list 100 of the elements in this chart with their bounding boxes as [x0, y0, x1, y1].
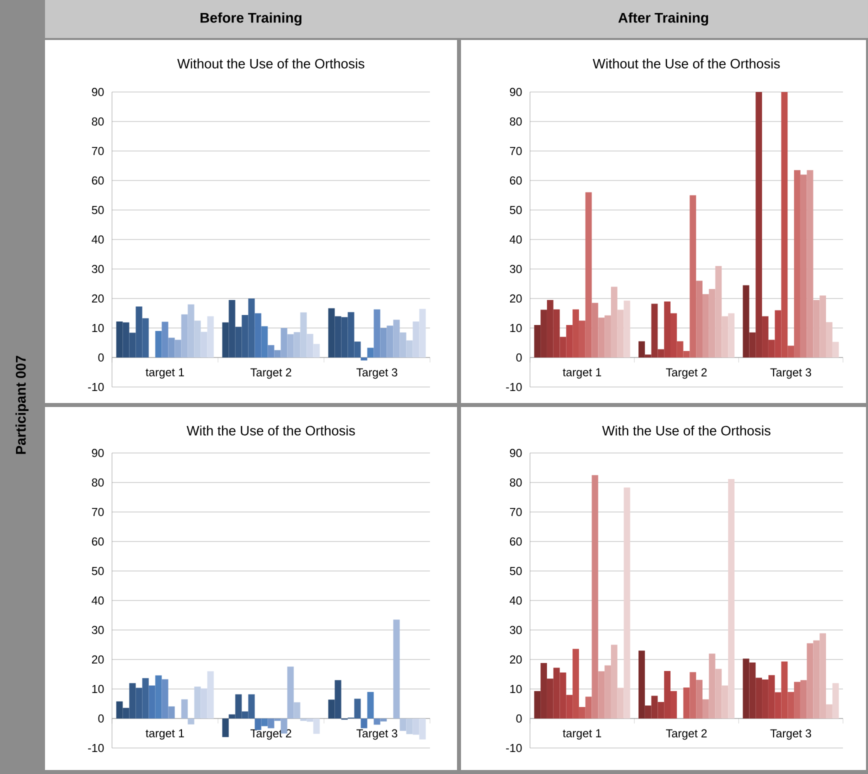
bar — [742, 658, 750, 718]
bar — [168, 706, 175, 718]
y-tick-label: 40 — [92, 235, 104, 244]
x-tick-label: target 1 — [146, 368, 184, 379]
bar — [294, 702, 300, 718]
y-tick-label: 0 — [516, 353, 522, 362]
bar — [617, 688, 624, 718]
bar — [188, 718, 194, 724]
bar — [728, 478, 734, 718]
x-tick-label: Target 2 — [666, 368, 707, 379]
bar — [604, 315, 611, 358]
y-tick-label: 20 — [510, 294, 522, 303]
y-tick-label: -10 — [88, 744, 104, 752]
y-tick-label: 40 — [510, 235, 522, 244]
y-tick-label: 70 — [510, 508, 522, 516]
bar — [722, 685, 728, 718]
bar — [638, 650, 645, 718]
bar — [690, 195, 696, 358]
bar — [393, 620, 400, 718]
bar — [287, 334, 294, 358]
bar — [380, 718, 387, 722]
y-tick-label: 50 — [92, 206, 104, 214]
bar — [820, 633, 826, 718]
x-tick-label: Target 3 — [770, 368, 812, 379]
chart-title: With the Use of the Orthosis — [186, 426, 355, 436]
y-tick-label: 50 — [510, 566, 522, 576]
x-tick-label: Target 3 — [770, 729, 812, 740]
bar — [813, 300, 820, 358]
bar — [617, 310, 624, 358]
y-tick-label: 70 — [510, 146, 522, 156]
bar — [268, 718, 274, 728]
y-tick-label: 40 — [92, 596, 104, 605]
y-tick-label: 40 — [510, 596, 522, 605]
y-tick-label: 60 — [510, 537, 522, 546]
bar — [585, 696, 592, 718]
chart-title: Without the Use of the Orthosis — [177, 58, 364, 68]
bar — [820, 296, 826, 358]
bar — [374, 309, 380, 358]
y-tick-label: 20 — [510, 655, 522, 664]
y-tick-label: 60 — [92, 537, 104, 546]
y-tick-label: 0 — [98, 714, 104, 723]
y-tick-label: -10 — [506, 744, 522, 752]
bar — [696, 680, 702, 718]
y-tick-label: 50 — [92, 566, 104, 576]
y-tick-label: 10 — [510, 324, 522, 332]
bar — [708, 289, 716, 358]
bar — [728, 313, 734, 358]
bar — [162, 322, 168, 358]
y-tick-label: 20 — [92, 655, 104, 664]
bar — [832, 342, 839, 358]
y-tick-label: 10 — [92, 684, 104, 694]
bar — [360, 358, 368, 360]
bar — [638, 341, 645, 358]
x-tick-label: target 1 — [562, 368, 602, 379]
y-tick-label: 50 — [510, 206, 522, 214]
bar — [690, 672, 696, 718]
bar — [715, 668, 722, 718]
bar — [592, 302, 598, 358]
bar — [534, 325, 541, 358]
bar — [393, 320, 400, 358]
bar — [604, 665, 611, 718]
y-tick-label: 80 — [510, 117, 522, 126]
x-tick-label: Target 3 — [356, 368, 398, 379]
bar — [806, 170, 814, 358]
y-tick-label: 30 — [510, 264, 522, 274]
bar — [598, 671, 605, 718]
bar — [174, 340, 182, 358]
bar — [794, 170, 800, 358]
y-tick-label: 0 — [516, 714, 522, 723]
bar — [610, 644, 618, 718]
y-tick-label: 0 — [98, 353, 104, 362]
bar — [181, 314, 188, 358]
bar — [722, 316, 728, 358]
bar — [715, 266, 722, 358]
bar — [400, 332, 406, 358]
bar — [826, 322, 832, 358]
bar — [386, 326, 394, 358]
bar — [832, 683, 839, 718]
y-tick-label: 90 — [510, 448, 522, 458]
bar — [800, 680, 807, 718]
y-tick-label: 80 — [510, 478, 522, 487]
y-tick-label: 20 — [92, 294, 104, 303]
bar — [367, 348, 374, 358]
y-tick-label: 80 — [92, 117, 104, 126]
bar — [162, 679, 168, 718]
bar — [181, 699, 188, 718]
y-tick-label: 30 — [510, 626, 522, 634]
bar — [274, 350, 281, 358]
y-tick-label: 90 — [92, 448, 104, 458]
bar — [592, 475, 598, 718]
bar — [624, 488, 630, 718]
chart-title: Without the Use of the Orthosis — [592, 58, 780, 68]
x-tick-label: Target 3 — [356, 729, 398, 740]
y-tick-label: 10 — [510, 684, 522, 694]
y-tick-label: 10 — [92, 324, 104, 332]
bar — [702, 699, 709, 718]
y-tick-label: 80 — [92, 478, 104, 487]
bar — [367, 692, 374, 718]
bar — [794, 682, 800, 718]
bar — [400, 718, 406, 731]
